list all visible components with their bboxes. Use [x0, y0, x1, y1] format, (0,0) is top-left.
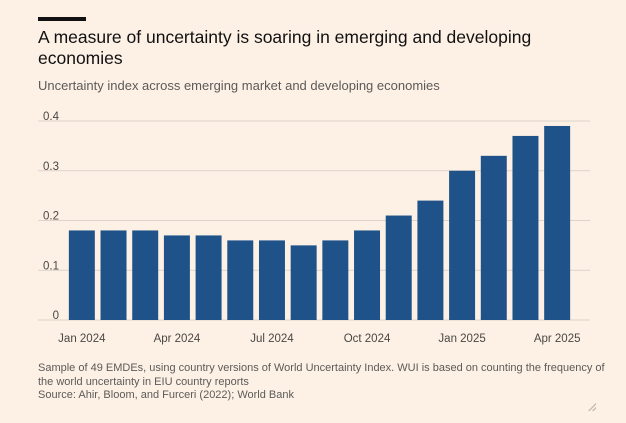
x-axis-labels: Jan 2024 Apr 2024 Jul 2024 Oct 2024 Jan 2025…	[58, 333, 580, 345]
bar	[227, 240, 254, 320]
bar	[322, 240, 349, 320]
y-tick-label: 0.3	[43, 161, 59, 173]
resize-grip-icon[interactable]	[588, 403, 596, 411]
bar	[163, 235, 190, 320]
y-tick-label: 0.1	[43, 260, 59, 272]
x-tick-label: Jan 2024	[58, 333, 106, 345]
bar	[68, 230, 95, 320]
x-tick-label: Apr 2024	[154, 333, 201, 345]
bar	[449, 170, 476, 320]
x-tick-label: Apr 2025	[534, 333, 581, 345]
y-tick-label: 0.2	[43, 211, 59, 223]
bars	[68, 125, 571, 320]
chart-source: Source: Ahir, Bloom, and Furceri (2022);…	[38, 389, 294, 401]
y-tick-label: 0.4	[43, 111, 60, 123]
bar	[480, 155, 507, 320]
x-tick-label: Oct 2024	[344, 333, 391, 345]
bar	[258, 240, 285, 320]
bar	[417, 200, 444, 320]
bar-chart: 0 0.1 0.2 0.3 0.4 Jan 2024 Apr 2024 Jul 2024 Oc…	[38, 111, 590, 345]
y-axis-labels: 0 0.1 0.2 0.3 0.4	[43, 111, 60, 322]
bar	[132, 230, 159, 320]
bar	[290, 245, 317, 320]
bar	[385, 215, 412, 320]
header-rule	[38, 17, 86, 21]
x-tick-label: Jan 2025	[438, 333, 485, 345]
bar	[512, 135, 539, 320]
bar	[544, 125, 571, 320]
bar	[195, 235, 222, 320]
chart-subtitle: Uncertainty index across emerging market…	[38, 78, 440, 93]
bar	[100, 230, 127, 320]
chart-note: Sample of 49 EMDEs, using country versio…	[38, 362, 605, 388]
chart-title: A measure of uncertainty is soaring in e…	[38, 27, 532, 68]
bar	[354, 230, 381, 320]
x-tick-label: Jul 2024	[250, 333, 294, 345]
y-tick-label: 0	[53, 310, 59, 322]
